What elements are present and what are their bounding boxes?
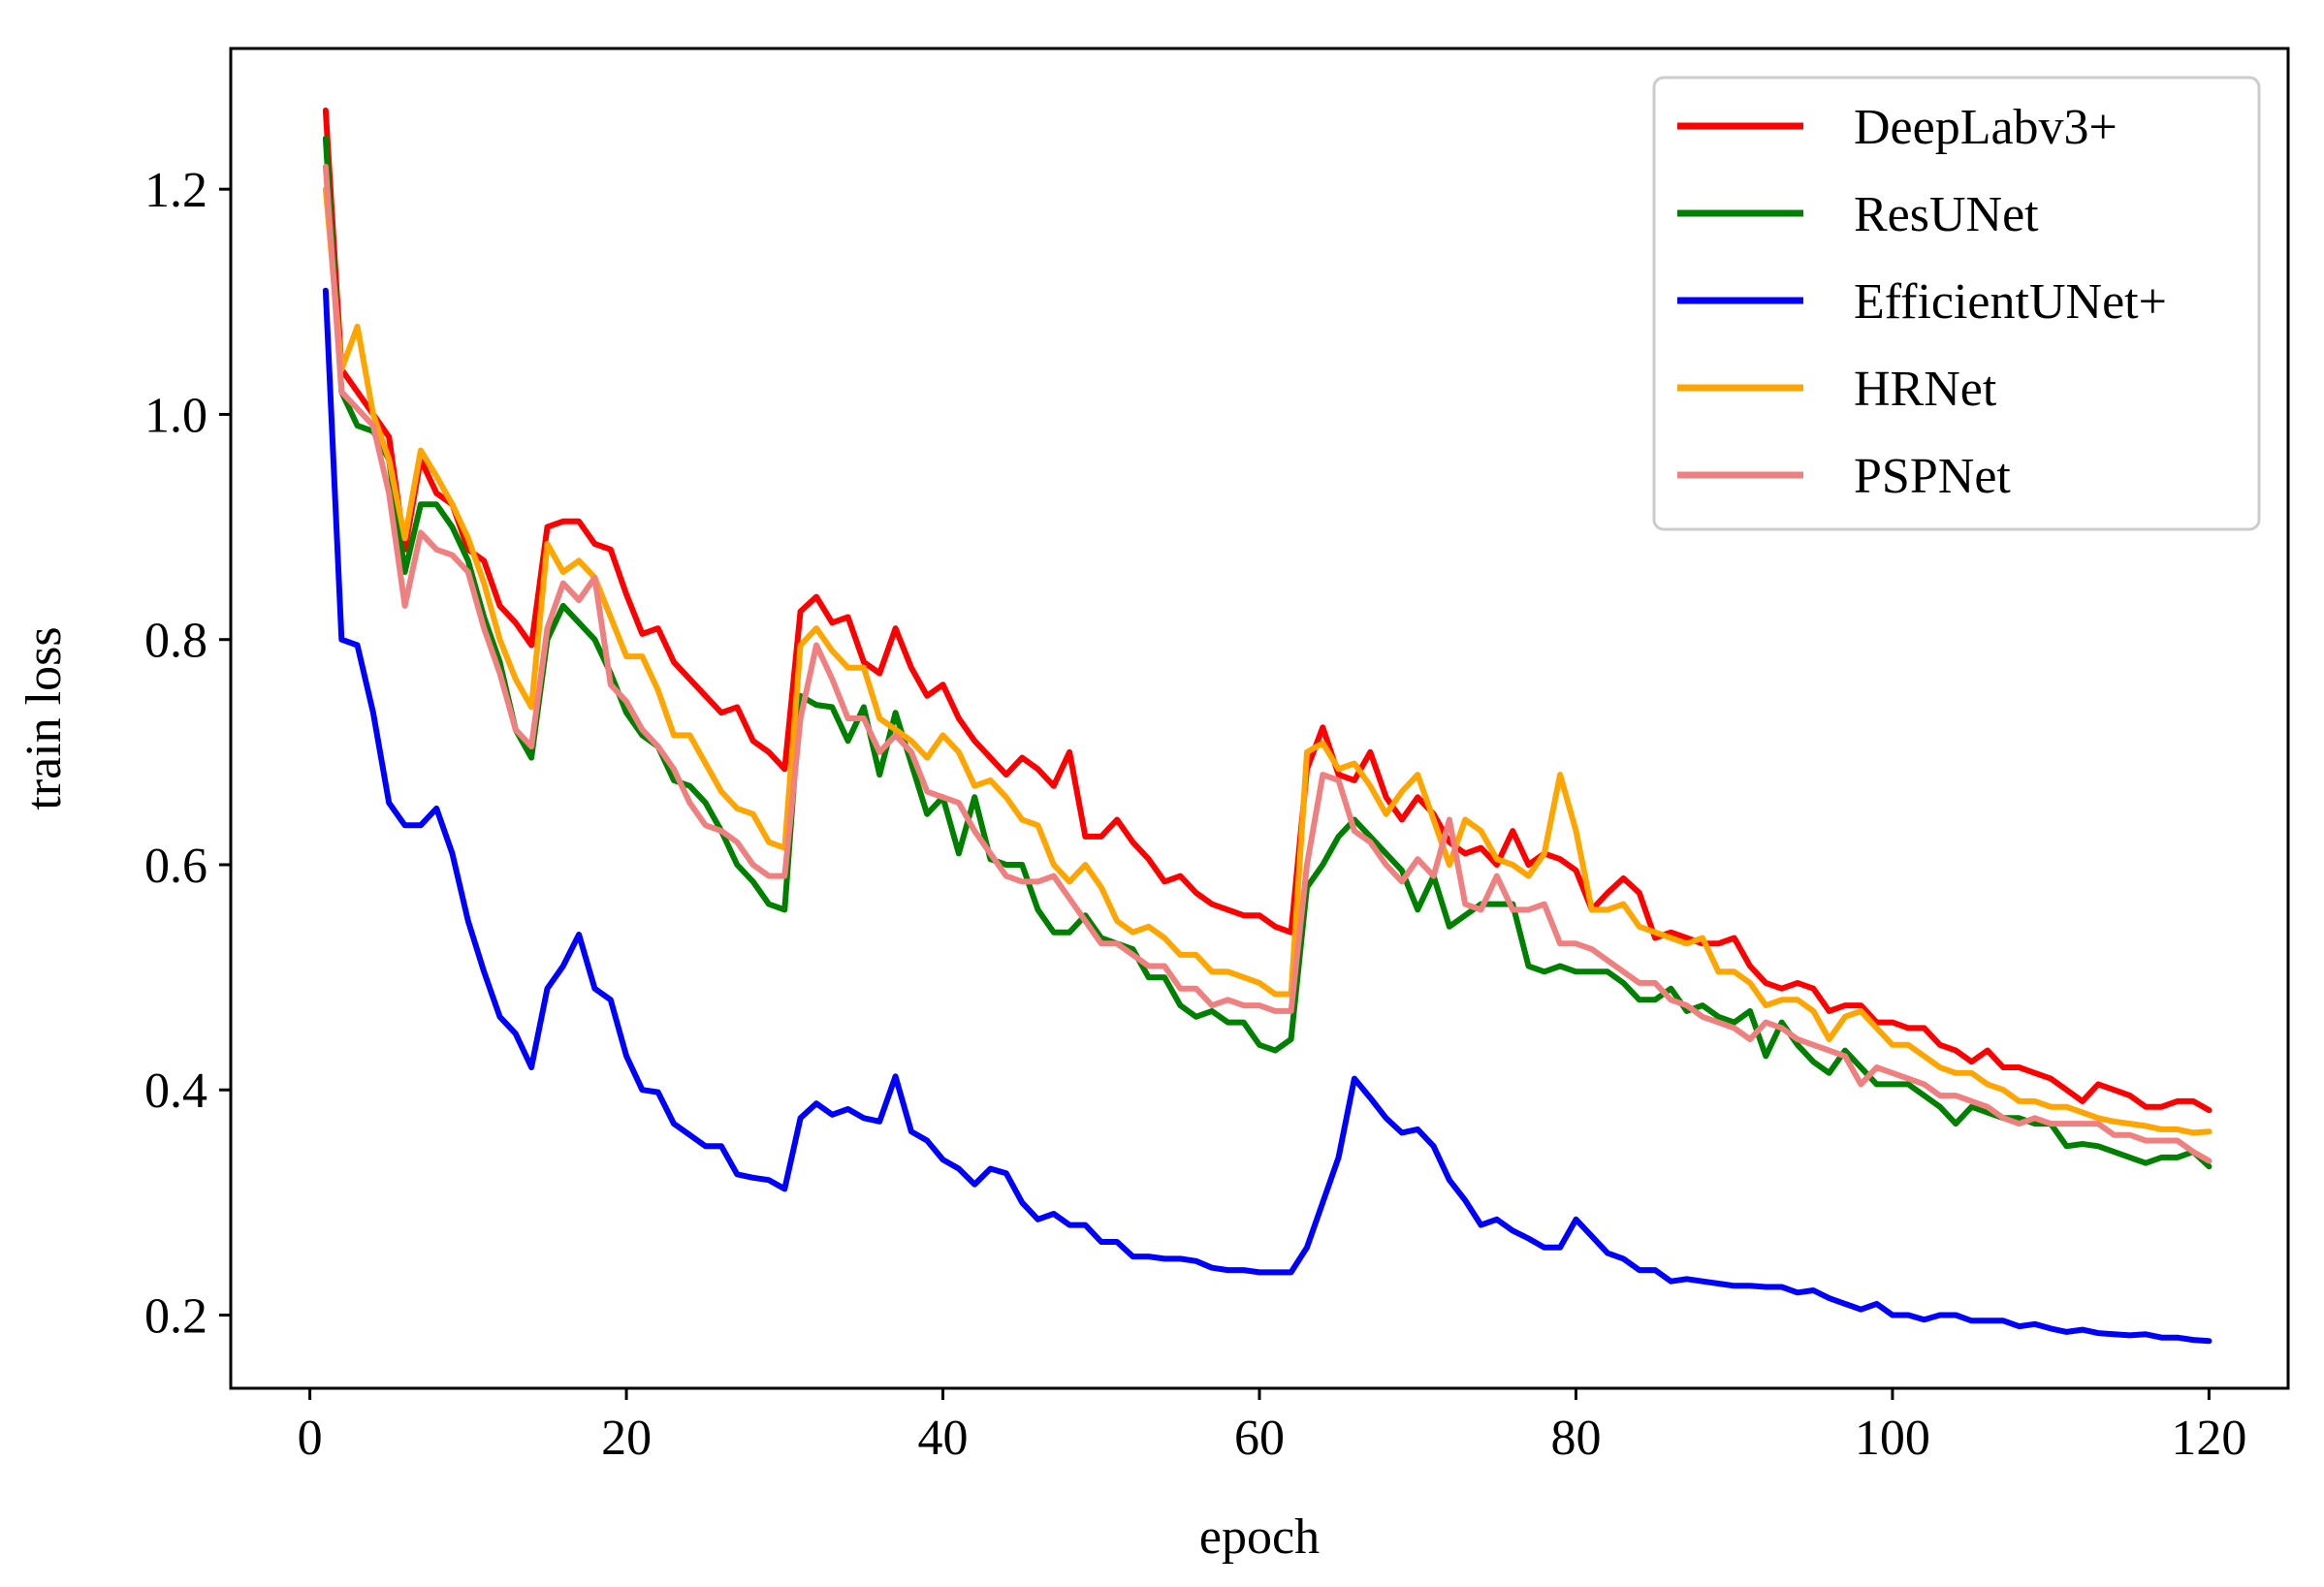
y-tick-label: 0.2 xyxy=(144,1289,207,1345)
y-axis-label: train loss xyxy=(16,626,72,809)
series-layer xyxy=(322,107,2213,1345)
legend-label: PSPNet xyxy=(1854,449,2011,504)
x-axis-label: epoch xyxy=(1199,1509,1320,1565)
legend-frame xyxy=(1652,76,2261,531)
x-tick-label: 100 xyxy=(1855,1411,1930,1466)
legend-label: ResUNet xyxy=(1854,187,2039,242)
y-tick-label: 0.8 xyxy=(144,614,207,669)
series-line-pspnet xyxy=(322,163,2213,1164)
y-axis: 0.2 0.4 0.6 0.8 1.0 1.2 xyxy=(144,163,231,1345)
x-axis: 0 20 40 60 80 100 120 xyxy=(298,1388,2246,1466)
y-tick-label: 0.4 xyxy=(144,1063,207,1119)
x-tick-label: 120 xyxy=(2171,1411,2246,1466)
x-tick-label: 0 xyxy=(298,1411,323,1466)
x-tick-label: 80 xyxy=(1550,1411,1601,1466)
series-line-efficientunet xyxy=(322,287,2213,1345)
legend-label: DeepLabv3+ xyxy=(1854,100,2117,155)
y-tick-label: 1.0 xyxy=(144,388,207,443)
legend-label: HRNet xyxy=(1854,362,1997,417)
y-tick-label: 1.2 xyxy=(144,163,207,218)
legend-label: EfficientUNet+ xyxy=(1854,274,2167,330)
series-line-hrnet xyxy=(322,186,2213,1136)
series-line-deeplabv3 xyxy=(322,107,2213,1114)
x-tick-label: 20 xyxy=(601,1411,652,1466)
x-tick-label: 40 xyxy=(918,1411,969,1466)
series-line-resunet xyxy=(322,135,2213,1170)
legend: DeepLabv3+ ResUNet EfficientUNet+ HRNet PSPN… xyxy=(1652,76,2261,531)
y-tick-label: 0.6 xyxy=(144,839,207,894)
x-tick-label: 60 xyxy=(1234,1411,1285,1466)
